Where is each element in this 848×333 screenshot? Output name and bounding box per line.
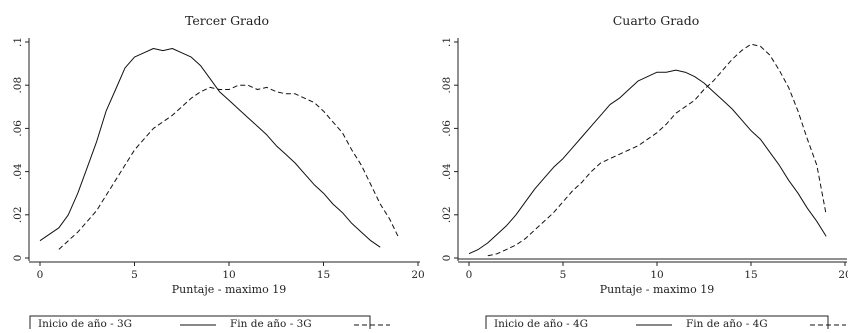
- y-tick-label: .1: [441, 37, 453, 47]
- legend-label-1: Inicio de año - 3G: [38, 318, 132, 329]
- x-tick-label: 5: [560, 269, 567, 281]
- x-tick-label: 10: [650, 269, 663, 281]
- y-tick-label: .08: [12, 77, 24, 94]
- chart-title: Tercer Grado: [185, 13, 269, 28]
- y-tick-label: .06: [441, 120, 453, 137]
- x-tick-label: 0: [466, 269, 473, 281]
- x-tick-label: 20: [411, 269, 424, 281]
- y-tick-label: .02: [12, 206, 24, 223]
- y-tick-label: 0: [12, 255, 24, 262]
- legend: Inicio de año - 3G Fin de año - 3G: [29, 315, 390, 331]
- chart-panel-2: Cuarto Grado 0 .02 .04 .06 .08 .1 0 5 10 15 20 Punta…: [441, 13, 848, 331]
- series-line-1: [468, 69, 827, 255]
- y-tick-label: .06: [12, 120, 24, 137]
- chart-panel-1: Tercer Grado 0 .02 .04 .06 .08 .1 0 5 10 15 20 Punta…: [12, 13, 425, 331]
- x-tick-label: 15: [317, 269, 330, 281]
- y-tick-label: .04: [12, 163, 24, 180]
- chart-title: Cuarto Grado: [613, 13, 700, 28]
- x-tick-label: 0: [37, 269, 44, 281]
- y-tick-label: .04: [441, 163, 453, 180]
- x-tick-label: 10: [222, 269, 235, 281]
- x-tick-label: 15: [744, 269, 757, 281]
- y-tick-label: .1: [12, 37, 24, 47]
- x-tick-label: 20: [838, 269, 848, 281]
- series-line-1: [39, 48, 381, 248]
- x-axis-label: Puntaje - maximo 19: [600, 283, 714, 296]
- legend-label-2: Fin de año - 4G: [686, 318, 768, 329]
- legend: Inicio de año - 4G Fin de año - 4G: [485, 315, 846, 331]
- legend-label-1: Inicio de año - 4G: [494, 318, 588, 329]
- x-axis-label: Puntaje - maximo 19: [172, 283, 286, 296]
- series-line-2: [487, 43, 827, 257]
- series-line-2: [58, 84, 400, 250]
- legend-label-2: Fin de año - 3G: [230, 318, 312, 329]
- y-tick-label: .02: [441, 206, 453, 223]
- y-tick-label: .08: [441, 77, 453, 94]
- x-tick-label: 5: [131, 269, 138, 281]
- y-tick-label: 0: [441, 255, 453, 262]
